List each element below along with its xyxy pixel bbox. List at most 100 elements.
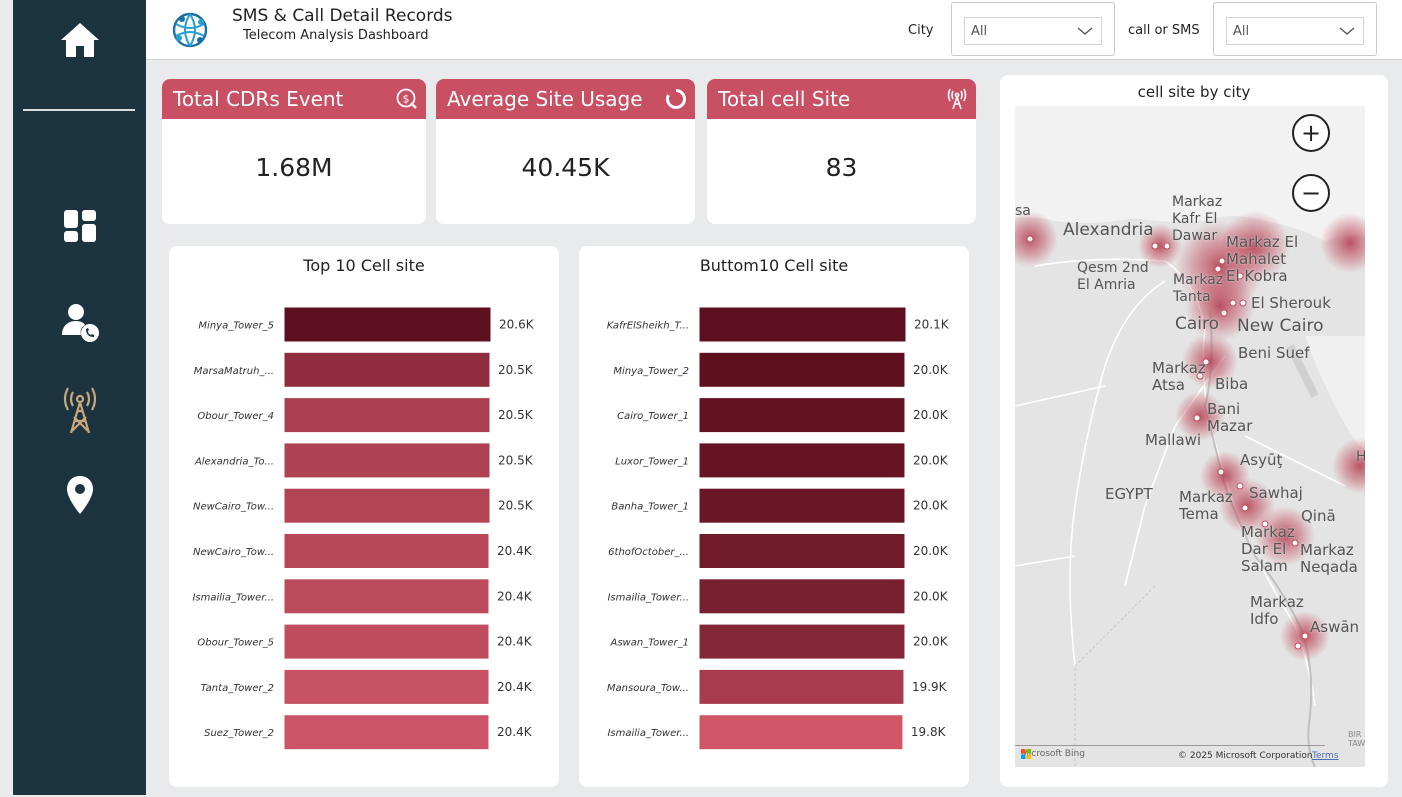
map-label: Markaz Dar El Salam — [1241, 523, 1295, 575]
home-icon[interactable] — [13, 18, 146, 62]
bar-value-label: 20.0K — [913, 408, 949, 422]
city-dropdown-value: All — [971, 23, 988, 39]
cell-tower-icon[interactable] — [13, 386, 146, 436]
kpi-value: 83 — [825, 153, 858, 182]
map-scale-line — [1015, 745, 1325, 746]
bar-value-label: 20.5K — [498, 408, 534, 422]
bar[interactable] — [283, 533, 490, 569]
chevron-down-icon — [1339, 27, 1355, 35]
bar[interactable] — [283, 487, 491, 524]
kpi-title: Average Site Usage — [447, 87, 643, 111]
bar-value-label: 20.0K — [913, 499, 949, 513]
map-title: cell site by city — [1137, 83, 1251, 101]
bar-category-label: Alexandria_To... — [194, 456, 274, 467]
map-label: Markaz Tanta — [1173, 272, 1224, 305]
zoom-in-button[interactable]: + — [1292, 114, 1330, 152]
bar-value-label: 20.0K — [913, 363, 949, 377]
call-sms-filter: All — [1213, 2, 1377, 56]
bar-category-label: Ismailia_Tower... — [607, 592, 689, 603]
map-label: Bani Mazar — [1207, 400, 1253, 435]
bar-value-label: 20.5K — [498, 499, 534, 513]
ring-progress-icon — [666, 89, 686, 109]
kpi-title: Total CDRs Event — [173, 87, 344, 111]
bar-category-label: Aswan_Tower_1 — [610, 638, 690, 649]
map-label: Aswān — [1310, 618, 1360, 636]
chart-title: Buttom10 Cell site — [699, 256, 849, 275]
bar-value-label: 20.4K — [497, 589, 533, 603]
kpi-title: Total cell Site — [718, 87, 851, 111]
city-dropdown[interactable]: All — [964, 17, 1102, 45]
bar-value-label: 19.9K — [912, 680, 948, 694]
bar-value-label: 20.4K — [497, 544, 533, 558]
map-label: Biba — [1215, 375, 1249, 393]
page-subtitle: Telecom Analysis Dashboard — [243, 28, 429, 43]
map-label: H — [1356, 449, 1365, 465]
chart-title: Top 10 Cell site — [303, 256, 425, 275]
call-sms-filter-label: call or SMS — [1128, 23, 1200, 38]
sidebar — [13, 0, 146, 795]
bar-value-label: 20.0K — [913, 544, 949, 558]
bar[interactable] — [283, 397, 491, 434]
bar[interactable] — [283, 442, 491, 479]
bar[interactable] — [698, 668, 905, 705]
bar-value-label: 20.4K — [497, 680, 533, 694]
map-panel: cell site by city — [1000, 75, 1388, 787]
bar[interactable] — [698, 351, 906, 388]
bar-category-label: Ismailia_Tower... — [607, 728, 689, 739]
bar[interactable] — [283, 714, 490, 751]
map-label: sa — [1015, 203, 1031, 219]
bar[interactable] — [698, 533, 906, 569]
map-edge-label: BIR TAWIL — [1348, 730, 1365, 748]
bar-category-label: MarsaMatruh_... — [194, 366, 274, 377]
city-filter-label: City — [908, 23, 934, 38]
top10-bar-chart: Minya_Tower_5 20.6K MarsaMatruh_... 20.5K Ob… — [192, 306, 535, 751]
location-pin-icon[interactable] — [13, 474, 146, 516]
map-view[interactable]: + − Alexandria Markaz Kafr El Dawar Mark… — [1015, 106, 1365, 767]
bar-category-label: Obour_Tower_5 — [197, 638, 274, 649]
dashboard-icon[interactable] — [13, 206, 146, 246]
bar-value-label: 20.5K — [498, 363, 534, 377]
user-call-icon[interactable] — [13, 300, 146, 344]
bottom10-bar-chart: KafrElSheikh_T... 20.1K Minya_Tower_2 20.0K… — [607, 306, 950, 751]
bar-value-label: 19.8K — [911, 725, 947, 739]
bar-category-label: Luxor_Tower_1 — [615, 456, 689, 467]
top10-chart-panel: Top 10 Cell site Minya_Tower_5 20.6K Marsa… — [169, 246, 559, 787]
bar-category-label: NewCairo_Tow... — [193, 547, 274, 558]
bar-category-label: Minya_Tower_2 — [613, 366, 689, 377]
bar[interactable] — [698, 623, 906, 660]
bar[interactable] — [698, 578, 906, 615]
header: SMS & Call Detail Records Telecom Analys… — [146, 0, 1402, 60]
map-terms-link[interactable]: Terms — [1312, 751, 1339, 761]
kpi-value: 1.68M — [255, 153, 333, 182]
antenna-icon — [947, 88, 967, 110]
bar-value-label: 20.0K — [913, 635, 949, 649]
map-label: Beni Suef — [1238, 344, 1310, 362]
bar[interactable] — [283, 306, 492, 343]
bar-category-label: Suez_Tower_2 — [204, 728, 274, 739]
call-sms-dropdown-value: All — [1233, 23, 1250, 39]
bar[interactable] — [698, 442, 906, 479]
map-label: Markaz Idfo — [1250, 593, 1304, 628]
bar[interactable] — [698, 397, 906, 434]
sidebar-divider — [23, 109, 135, 111]
page-title: SMS & Call Detail Records — [232, 6, 453, 26]
call-sms-dropdown[interactable]: All — [1226, 17, 1364, 45]
bar[interactable] — [698, 714, 904, 751]
bar-category-label: Obour_Tower_4 — [197, 411, 274, 422]
bar-category-label: Banha_Tower_1 — [611, 502, 689, 513]
map-label: Qinā — [1301, 507, 1336, 525]
zoom-out-button[interactable]: − — [1292, 174, 1330, 212]
map-label: Mallawi — [1145, 431, 1202, 449]
bar[interactable] — [283, 668, 490, 705]
bar[interactable] — [283, 623, 490, 660]
chevron-down-icon — [1077, 27, 1093, 35]
bar[interactable] — [283, 578, 490, 615]
bar[interactable] — [283, 351, 491, 388]
kpi-value: 40.45K — [521, 153, 610, 182]
globe-network-icon — [172, 12, 208, 48]
bar[interactable] — [698, 487, 906, 524]
map-label: Alexandria — [1063, 220, 1154, 240]
map-label: Markaz El Mahalet El Kobra — [1226, 233, 1299, 285]
map-copyright: © 2025 Microsoft Corporation — [1178, 751, 1313, 761]
bar[interactable] — [698, 306, 907, 343]
